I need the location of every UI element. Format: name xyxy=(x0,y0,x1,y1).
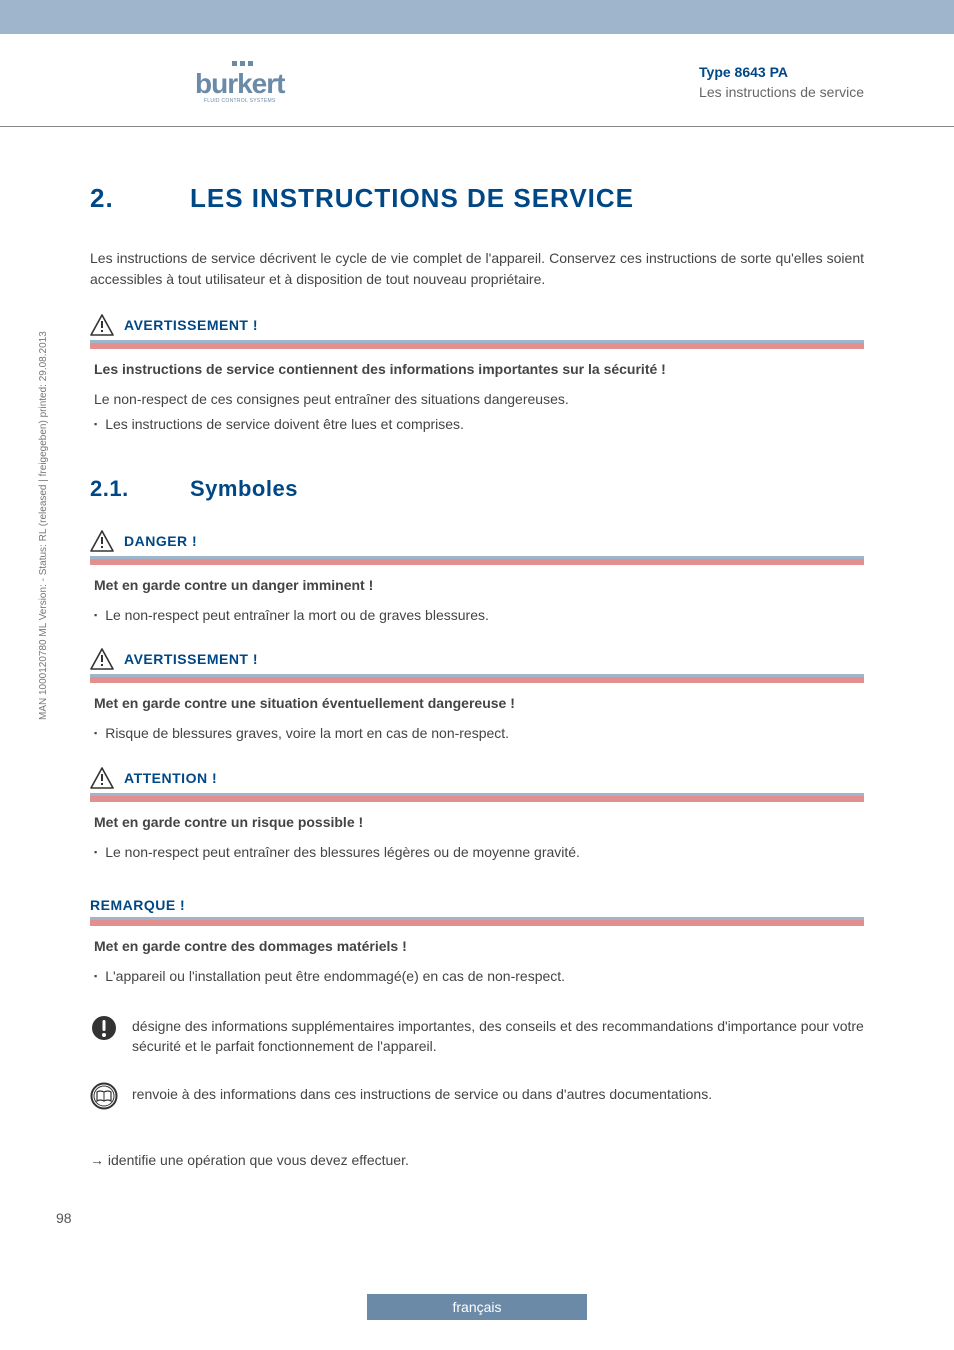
danger-block: DANGER ! Met en garde contre un danger i… xyxy=(90,530,864,626)
logo-wordmark: burkert xyxy=(195,68,284,100)
warning-block-2: AVERTISSEMENT ! Met en garde contre une … xyxy=(90,648,864,744)
vertical-meta-text: MAN 1000120780 ML Version: - Status: RL … xyxy=(38,331,49,720)
section-number: 2. xyxy=(90,183,190,214)
page-header: burkert FLUID CONTROL SYSTEMS Type 8643 … xyxy=(0,34,954,112)
info-note-text: désigne des informations supplémentaires… xyxy=(132,1014,864,1057)
info-exclamation-icon xyxy=(90,1014,118,1042)
reference-note-row: renvoie à des informations dans ces inst… xyxy=(90,1082,864,1110)
warning-divider xyxy=(90,674,864,683)
attention-bullet: Le non-respect peut entraîner des blessu… xyxy=(94,842,860,864)
attention-bold-text: Met en garde contre un risque possible ! xyxy=(94,812,860,834)
warning-block-1: AVERTISSEMENT ! Les instructions de serv… xyxy=(90,314,864,436)
page-content: 2. LES INSTRUCTIONS DE SERVICE Les instr… xyxy=(0,127,954,1168)
warning-divider xyxy=(90,556,864,565)
logo-tagline: FLUID CONTROL SYSTEMS xyxy=(204,98,276,104)
danger-bold-text: Met en garde contre un danger imminent ! xyxy=(94,575,860,597)
warning-bullet: Les instructions de service doivent être… xyxy=(94,414,860,436)
danger-bullet: Le non-respect peut entraîner la mort ou… xyxy=(94,605,860,627)
section-title: LES INSTRUCTIONS DE SERVICE xyxy=(190,183,634,214)
warning-title: AVERTISSEMENT ! xyxy=(124,317,258,333)
warning-line: Le non-respect de ces consignes peut ent… xyxy=(94,389,860,411)
warning2-bullet: Risque de blessures graves, voire la mor… xyxy=(94,723,860,745)
danger-title: DANGER ! xyxy=(124,533,197,549)
page-number: 98 xyxy=(56,1210,72,1226)
warning-triangle-icon xyxy=(90,648,114,670)
warning2-title: AVERTISSEMENT ! xyxy=(124,651,258,667)
warning-bold-text: Les instructions de service contiennent … xyxy=(94,359,860,381)
attention-title: ATTENTION ! xyxy=(124,770,217,786)
header-meta: Type 8643 PA Les instructions de service xyxy=(699,64,864,100)
warning-divider xyxy=(90,917,864,926)
info-note-row: désigne des informations supplémentaires… xyxy=(90,1014,864,1057)
reference-note-text: renvoie à des informations dans ces inst… xyxy=(132,1082,712,1104)
section-heading: 2. LES INSTRUCTIONS DE SERVICE xyxy=(90,183,864,214)
intro-paragraph: Les instructions de service décrivent le… xyxy=(90,248,864,290)
warning2-bold-text: Met en garde contre une situation éventu… xyxy=(94,693,860,715)
language-footer: français xyxy=(367,1294,587,1320)
remarque-title: REMARQUE ! xyxy=(90,897,864,913)
arrow-instruction: → identifie une opération que vous devez… xyxy=(90,1152,864,1168)
logo-dots-icon xyxy=(232,61,253,66)
warning-triangle-icon xyxy=(90,530,114,552)
attention-block: ATTENTION ! Met en garde contre un risqu… xyxy=(90,767,864,863)
warning-triangle-icon xyxy=(90,314,114,336)
subsection-title: Symboles xyxy=(190,476,298,502)
remarque-bullet: L'appareil ou l'installation peut être e… xyxy=(94,966,860,988)
warning-triangle-icon xyxy=(90,767,114,789)
top-accent-bar xyxy=(0,0,954,34)
doc-section-label: Les instructions de service xyxy=(699,84,864,100)
product-type: Type 8643 PA xyxy=(699,64,864,80)
warning-divider xyxy=(90,340,864,349)
book-reference-icon xyxy=(90,1082,118,1110)
subsection-number: 2.1. xyxy=(90,476,190,502)
subsection-heading: 2.1. Symboles xyxy=(90,476,864,502)
brand-logo: burkert FLUID CONTROL SYSTEMS xyxy=(195,61,284,104)
warning-divider xyxy=(90,793,864,802)
remarque-bold-text: Met en garde contre des dommages matérie… xyxy=(94,936,860,958)
